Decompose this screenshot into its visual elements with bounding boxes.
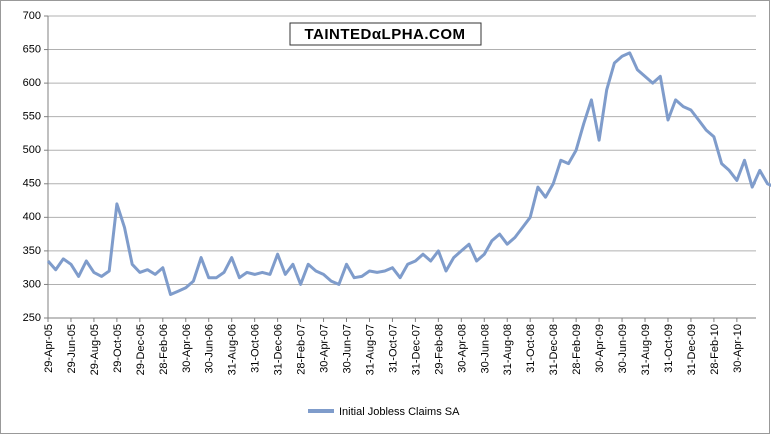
- x-tick-label: 31-Oct-07: [387, 324, 399, 373]
- x-tick-label: 30-Jun-09: [617, 324, 629, 374]
- x-tick-label: 29-Aug-05: [89, 324, 101, 375]
- x-tick-label: 28-Feb-06: [158, 324, 170, 375]
- x-tick-label: 28-Feb-10: [709, 324, 721, 375]
- y-tick-label: 650: [23, 43, 41, 55]
- x-tick-label: 31-Dec-07: [410, 324, 422, 375]
- y-tick-label: 550: [23, 111, 41, 123]
- x-tick-label: 31-Dec-09: [686, 324, 698, 375]
- logo: TAINTEDαLPHA.COM: [304, 26, 465, 43]
- x-tick-label: 30-Apr-08: [456, 324, 468, 373]
- x-tick-label: 28-Feb-09: [571, 324, 583, 375]
- x-tick-label: 31-Oct-09: [663, 324, 675, 373]
- x-tick-label: 29-Feb-08: [433, 324, 445, 375]
- y-tick-label: 600: [23, 77, 41, 89]
- x-tick-label: 29-Oct-05: [112, 324, 124, 373]
- y-tick-label: 500: [23, 144, 41, 156]
- x-tick-label: 30-Apr-10: [732, 324, 744, 373]
- x-tick-label: 29-Apr-05: [43, 324, 55, 373]
- x-tick-label: 30-Apr-06: [181, 324, 193, 373]
- series-line: [46, 51, 771, 296]
- x-tick-label: 31-Aug-08: [502, 324, 514, 375]
- x-tick-label: 30-Apr-09: [594, 324, 606, 373]
- x-tick-label: 29-Jun-05: [66, 324, 78, 374]
- x-tick-label: 30-Jun-07: [342, 324, 354, 374]
- x-tick-label: 29-Dec-05: [135, 324, 147, 375]
- y-tick-label: 700: [23, 10, 41, 22]
- y-tick-label: 250: [23, 312, 41, 324]
- x-tick-label: 31-Dec-06: [273, 324, 285, 375]
- y-tick-label: 300: [23, 278, 41, 290]
- x-tick-label: 30-Jun-08: [479, 324, 491, 374]
- x-tick-label: 31-Aug-09: [640, 324, 652, 375]
- legend-label: Initial Jobless Claims SA: [339, 406, 460, 418]
- x-tick-label: 30-Jun-06: [204, 324, 216, 374]
- x-tick-label: 31-Oct-08: [525, 324, 537, 373]
- y-tick-label: 450: [23, 178, 41, 190]
- x-tick-label: 31-Oct-06: [250, 324, 262, 373]
- x-tick-label: 28-Feb-07: [296, 324, 308, 375]
- x-tick-label: 31-Aug-07: [364, 324, 376, 375]
- y-tick-label: 400: [23, 211, 41, 223]
- x-tick-label: 31-Aug-06: [227, 324, 239, 375]
- x-tick-label: 31-Dec-08: [548, 324, 560, 375]
- y-tick-label: 350: [23, 245, 41, 257]
- logo-box: [289, 22, 482, 46]
- x-tick-label: 30-Apr-07: [319, 324, 331, 373]
